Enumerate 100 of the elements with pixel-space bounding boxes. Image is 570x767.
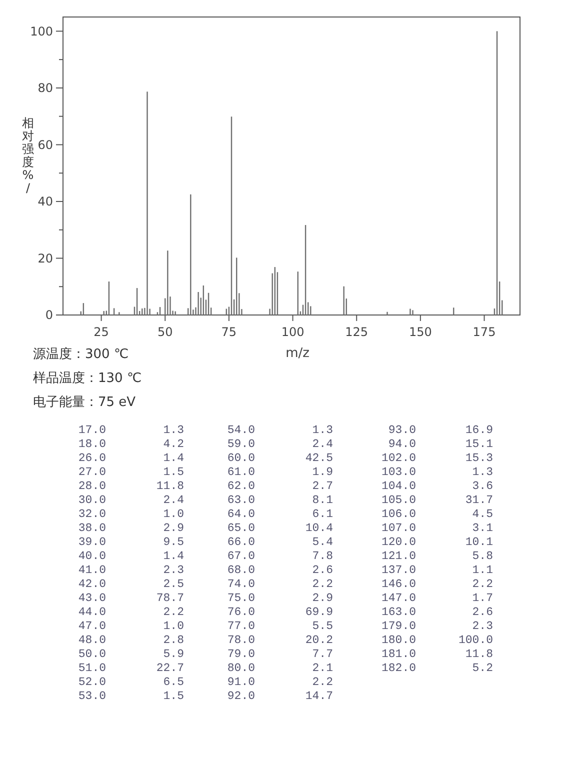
text: 2.8 — [163, 634, 184, 647]
text: 78.7 — [156, 592, 184, 605]
text: 3.1 — [472, 522, 494, 535]
text: 94.0 — [388, 438, 416, 451]
text: 5.9 — [163, 648, 184, 661]
text: 41.0 — [78, 564, 106, 577]
text: 93.0 — [388, 424, 416, 437]
text: 2.2 — [312, 578, 334, 591]
text: 1.7 — [472, 592, 493, 605]
x-tick-label: 150 — [408, 325, 432, 339]
text: 16.9 — [465, 424, 494, 437]
text: 5.5 — [312, 620, 334, 633]
text: 28.0 — [78, 480, 106, 493]
text: 146.0 — [381, 578, 416, 591]
text: 27.0 — [78, 466, 106, 479]
text: 2.5 — [163, 578, 184, 591]
text: 1.0 — [163, 508, 184, 521]
text: 42.5 — [305, 452, 334, 465]
text: 6.1 — [312, 508, 334, 521]
text: 15.1 — [465, 438, 494, 451]
y-tick-label: 80 — [38, 81, 53, 96]
text: 102.0 — [381, 452, 416, 465]
text: 47.0 — [78, 620, 106, 633]
text: 15.3 — [465, 452, 494, 465]
text: 2.2 — [472, 578, 494, 591]
text: 1.4 — [163, 452, 184, 465]
text: 2.7 — [312, 480, 333, 493]
text: 54.0 — [227, 424, 256, 437]
text: 74.0 — [227, 578, 256, 591]
text: 59.0 — [227, 438, 256, 451]
text: 44.0 — [78, 606, 106, 619]
text: 22.7 — [156, 662, 184, 675]
text: 163.0 — [381, 606, 416, 619]
text: 1.9 — [312, 466, 334, 479]
x-tick-label: 75 — [221, 325, 237, 339]
text: 2.9 — [312, 592, 334, 605]
text: 14.7 — [305, 690, 333, 703]
text: 48.0 — [78, 634, 106, 647]
text: 11.8 — [156, 480, 184, 493]
text: 137.0 — [381, 564, 416, 577]
text: 1.5 — [163, 690, 184, 703]
text: 7.7 — [312, 648, 333, 661]
text: 92.0 — [227, 690, 256, 703]
text: 9.5 — [163, 536, 184, 549]
text: 105.0 — [381, 494, 416, 507]
text: 79.0 — [227, 648, 256, 661]
text: 68.0 — [227, 564, 256, 577]
text: 4.2 — [163, 438, 184, 451]
text: 2.3 — [163, 564, 184, 577]
x-axis-title: m/z — [286, 346, 310, 361]
text: 38.0 — [78, 522, 106, 535]
text: 5.4 — [312, 536, 334, 549]
text: 43.0 — [78, 592, 106, 605]
y-tick-label: 100 — [30, 24, 53, 38]
text: 11.8 — [465, 648, 494, 661]
text: 31.7 — [465, 494, 493, 507]
text: 61.0 — [227, 466, 256, 479]
text: 18.0 — [78, 438, 106, 451]
text: 5.2 — [472, 662, 494, 675]
text: 源温度：300 ℃ — [33, 346, 129, 362]
text: 20.2 — [305, 634, 334, 647]
text: 3.6 — [472, 480, 494, 493]
text: 2.4 — [312, 438, 334, 451]
text: 67.0 — [227, 550, 256, 563]
text: 10.4 — [305, 522, 334, 535]
y-tick-label: 0 — [45, 308, 53, 322]
y-tick-label: 20 — [38, 251, 53, 266]
y-axis-title: 相对强度%/ — [22, 116, 34, 195]
text: 2.6 — [472, 606, 494, 619]
text: 4.5 — [472, 508, 494, 521]
text: 39.0 — [78, 536, 106, 549]
text: 60.0 — [227, 452, 256, 465]
text: 78.0 — [227, 634, 256, 647]
x-tick-label: 25 — [94, 325, 109, 339]
text: 1.3 — [163, 424, 184, 437]
text: 104.0 — [381, 480, 416, 493]
text: 1.3 — [312, 424, 334, 437]
text: 182.0 — [381, 662, 416, 675]
text: 2.1 — [312, 662, 334, 675]
text: 2.9 — [163, 522, 184, 535]
text: 2.3 — [472, 620, 494, 633]
text: 32.0 — [78, 508, 106, 521]
y-tick-label: 40 — [38, 194, 53, 209]
text: 106.0 — [381, 508, 416, 521]
text: 50.0 — [78, 648, 106, 661]
text: 42.0 — [78, 578, 106, 591]
text: 69.9 — [305, 606, 334, 619]
text: 147.0 — [381, 592, 416, 605]
text: 100.0 — [458, 634, 494, 647]
text: 64.0 — [227, 508, 256, 521]
text: 51.0 — [78, 662, 106, 675]
text: 53.0 — [78, 690, 106, 703]
text: 77.0 — [227, 620, 256, 633]
x-tick-label: 100 — [281, 325, 304, 339]
text: 2.6 — [312, 564, 334, 577]
text: 180.0 — [381, 634, 416, 647]
text: 63.0 — [227, 494, 256, 507]
x-tick-label: 125 — [345, 325, 368, 339]
text: 17.0 — [78, 424, 106, 437]
text: 2.2 — [312, 676, 334, 689]
